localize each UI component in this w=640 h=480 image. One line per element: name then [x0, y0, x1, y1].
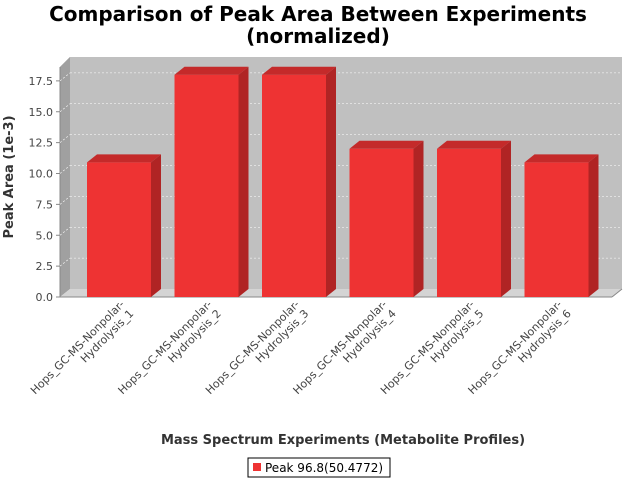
legend-box	[247, 457, 391, 478]
bar	[437, 140, 511, 297]
bar-top	[87, 154, 161, 163]
bar-front	[349, 148, 414, 297]
y-tick-label: 15.0	[29, 106, 54, 119]
plot-left-wall	[60, 57, 70, 297]
bar-top	[262, 66, 336, 75]
chart-subtitle: (normalized)	[246, 24, 390, 48]
bar-front	[524, 162, 589, 297]
floor-edge	[611, 288, 623, 298]
y-tick-labels: 0.0 2.5 5.0 7.5 10.0 12.5 15.0 17.5	[29, 75, 60, 304]
bars	[87, 66, 599, 297]
bar	[87, 154, 161, 297]
x-axis-label: Mass Spectrum Experiments (Metabolite Pr…	[161, 433, 525, 448]
y-tick-label: 2.5	[36, 260, 54, 273]
bar-side	[238, 66, 249, 297]
bar-side	[151, 154, 161, 297]
bar	[262, 66, 336, 297]
legend-swatch	[253, 463, 261, 471]
y-tick-label: 10.0	[29, 168, 54, 181]
bar-front	[87, 162, 151, 297]
bar-side	[501, 140, 511, 297]
bar-top	[437, 140, 511, 149]
bar-side	[588, 154, 599, 297]
bar-front	[174, 74, 239, 297]
bar-side	[326, 66, 336, 297]
bar	[524, 154, 599, 297]
y-tick-label: 7.5	[36, 198, 54, 211]
bar-top	[524, 154, 599, 163]
y-axis-label: Peak Area (1e-3)	[2, 115, 17, 238]
bar-front	[262, 74, 326, 297]
y-tick-label: 0.0	[36, 291, 54, 304]
y-tick-label: 17.5	[29, 75, 54, 88]
bar-top	[174, 66, 249, 75]
bar-top	[349, 140, 424, 149]
bar-front	[437, 148, 501, 297]
category-label-line: Hops_GC-MS-Nonpolar-	[28, 298, 127, 397]
chart-title: Comparison of Peak Area Between Experime…	[49, 2, 587, 26]
y-tick-label: 5.0	[36, 229, 54, 242]
y-tick-label: 12.5	[29, 137, 54, 150]
legend: Peak 96.8(50.4772)	[247, 457, 391, 478]
bar-side	[413, 140, 424, 297]
bar	[349, 140, 424, 297]
bar	[174, 66, 249, 297]
legend-label: Peak 96.8(50.4772)	[265, 461, 383, 475]
category-labels: Hops_GC-MS-Nonpolar-Hydrolysis_1Hops_GC-…	[28, 298, 574, 397]
